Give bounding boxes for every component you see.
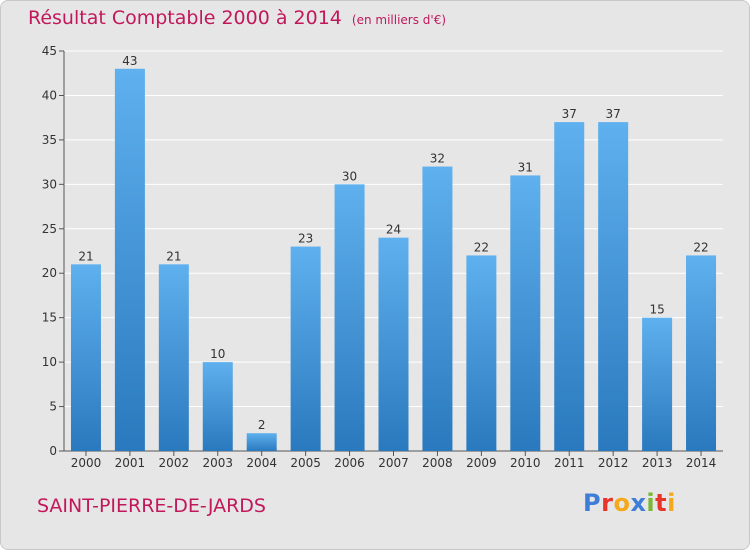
place-name: SAINT-PIERRE-DE-JARDS xyxy=(37,495,266,517)
y-tick-label: 25 xyxy=(42,222,57,236)
x-tick-label: 2009 xyxy=(466,456,497,470)
x-tick-label: 2006 xyxy=(334,456,365,470)
x-tick-label: 2007 xyxy=(378,456,409,470)
bar xyxy=(422,166,453,452)
x-tick-label: 2005 xyxy=(290,456,321,470)
x-tick-label: 2008 xyxy=(422,456,453,470)
y-tick-label: 10 xyxy=(42,355,57,369)
bars xyxy=(70,68,717,452)
chart-title: Résultat Comptable 2000 à 2014 (en millie… xyxy=(28,7,446,29)
y-tick-label: 40 xyxy=(42,88,57,102)
x-tick-label: 2004 xyxy=(246,456,277,470)
bar-value-label: 31 xyxy=(518,160,533,174)
x-tick-label: 2000 xyxy=(71,456,102,470)
y-tick-label: 20 xyxy=(42,266,57,280)
bar-value-label: 22 xyxy=(693,240,708,254)
bar-value-label: 2 xyxy=(258,418,266,432)
bar xyxy=(202,362,233,451)
y-tick-label: 35 xyxy=(42,133,57,147)
bar-value-label: 21 xyxy=(78,249,93,263)
bar xyxy=(554,122,585,451)
logo-letter: o xyxy=(613,489,631,517)
x-tick-label: 2003 xyxy=(202,456,233,470)
x-tick-label: 2011 xyxy=(554,456,585,470)
y-tick-label: 30 xyxy=(42,177,57,191)
y-tick-label: 0 xyxy=(49,444,57,458)
bar-value-label: 22 xyxy=(474,240,489,254)
x-tick-label: 2002 xyxy=(159,456,190,470)
bar xyxy=(598,122,629,451)
bar-value-label: 43 xyxy=(122,54,137,68)
chart-unit: (en milliers d'€) xyxy=(351,13,447,27)
bar-value-label: 30 xyxy=(342,169,357,183)
x-tick-label: 2010 xyxy=(510,456,541,470)
x-tick-label: 2014 xyxy=(686,456,717,470)
logo-letter: i xyxy=(667,489,676,517)
bar-value-label: 24 xyxy=(386,223,401,237)
logo-letter: t xyxy=(655,489,668,517)
bar xyxy=(510,175,541,451)
labels: 0 5 10 15 20 25 30 35 40 45 21 2000 43 2001 21 2002 10 20… xyxy=(42,44,717,470)
bar xyxy=(378,237,409,451)
x-tick-label: 2013 xyxy=(642,456,673,470)
logo-letter: r xyxy=(601,489,614,517)
bar xyxy=(114,68,145,452)
bar-value-label: 21 xyxy=(166,249,181,263)
y-tick-label: 5 xyxy=(49,400,57,414)
bar-value-label: 23 xyxy=(298,232,313,246)
logo-letter: P xyxy=(583,489,602,517)
y-tick-label: 15 xyxy=(42,311,57,325)
bar xyxy=(70,264,101,451)
bar-value-label: 32 xyxy=(430,152,445,166)
logo-letter: x xyxy=(630,489,647,517)
logo-letter: i xyxy=(646,489,656,517)
bar-value-label: 37 xyxy=(562,107,577,121)
bar xyxy=(686,255,717,451)
chart-title-text: Résultat Comptable 2000 à 2014 xyxy=(28,7,342,29)
bar xyxy=(642,317,673,451)
bar-value-label: 37 xyxy=(606,107,621,121)
x-tick-label: 2001 xyxy=(115,456,146,470)
proxiti-logo: Proxiti xyxy=(583,489,676,517)
bar xyxy=(334,184,365,452)
bar xyxy=(466,255,497,451)
bar xyxy=(246,433,277,451)
bar-value-label: 15 xyxy=(649,303,664,317)
x-tick-label: 2012 xyxy=(598,456,629,470)
bar-value-label: 10 xyxy=(210,347,225,361)
y-tick-label: 45 xyxy=(42,44,57,58)
bar xyxy=(158,264,189,451)
bar xyxy=(290,246,321,451)
